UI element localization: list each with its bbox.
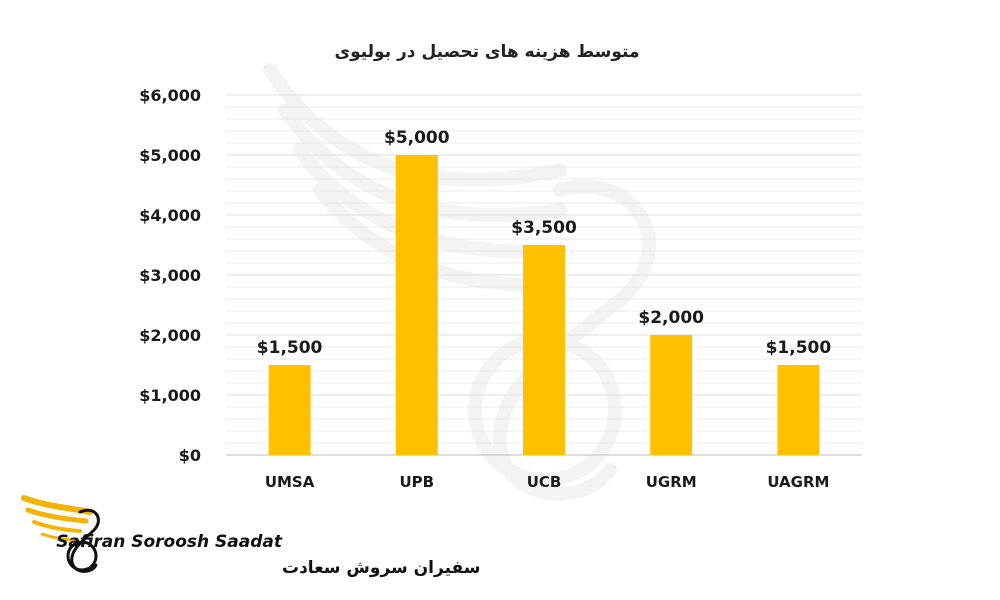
y-tick-label: $4,000 bbox=[139, 206, 201, 225]
bar-ucb bbox=[523, 245, 565, 455]
x-tick-label: UCB bbox=[527, 473, 562, 491]
x-tick-label: UAGRM bbox=[767, 473, 829, 491]
x-tick-label: UPB bbox=[399, 473, 434, 491]
data-label-uagrm: $1,500 bbox=[766, 338, 832, 358]
x-tick-label: UGRM bbox=[646, 473, 697, 491]
x-axis: UMSA UPB UCB UGRM UAGRM bbox=[265, 473, 830, 491]
y-axis: $0 $1,000 $2,000 $3,000 $4,000 $5,000 $6,000 bbox=[139, 86, 201, 465]
bird-logo-icon bbox=[21, 495, 100, 573]
brand-logo: Safiran Soroosh Saadat سفیران سروش سعادت bbox=[21, 495, 480, 578]
y-tick-label: $3,000 bbox=[139, 266, 201, 285]
y-tick-label: $2,000 bbox=[139, 326, 201, 345]
data-labels: $1,500 $5,000 $3,500 $2,000 $1,500 bbox=[257, 128, 832, 358]
bar-upb bbox=[395, 155, 438, 455]
y-tick-label: $6,000 bbox=[139, 86, 201, 105]
y-tick-label: $5,000 bbox=[139, 146, 201, 165]
chart-title: متوسط هزینه های تحصیل در بولیوی bbox=[335, 42, 640, 62]
brand-name-fa: سفیران سروش سعادت bbox=[282, 558, 480, 578]
brand-name-en: Safiran Soroosh Saadat bbox=[56, 532, 283, 552]
data-label-ugrm: $2,000 bbox=[638, 308, 704, 328]
y-tick-label: $1,000 bbox=[139, 386, 201, 405]
data-label-umsa: $1,500 bbox=[257, 338, 323, 358]
bar-umsa bbox=[268, 365, 311, 455]
x-tick-label: UMSA bbox=[265, 473, 315, 491]
bars bbox=[268, 155, 820, 455]
bar-ugrm bbox=[650, 335, 693, 455]
data-label-upb: $5,000 bbox=[384, 128, 450, 148]
bar-uagrm bbox=[777, 365, 820, 455]
watermark bbox=[263, 63, 656, 501]
y-tick-label: $0 bbox=[179, 446, 201, 465]
data-label-ucb: $3,500 bbox=[511, 218, 577, 238]
